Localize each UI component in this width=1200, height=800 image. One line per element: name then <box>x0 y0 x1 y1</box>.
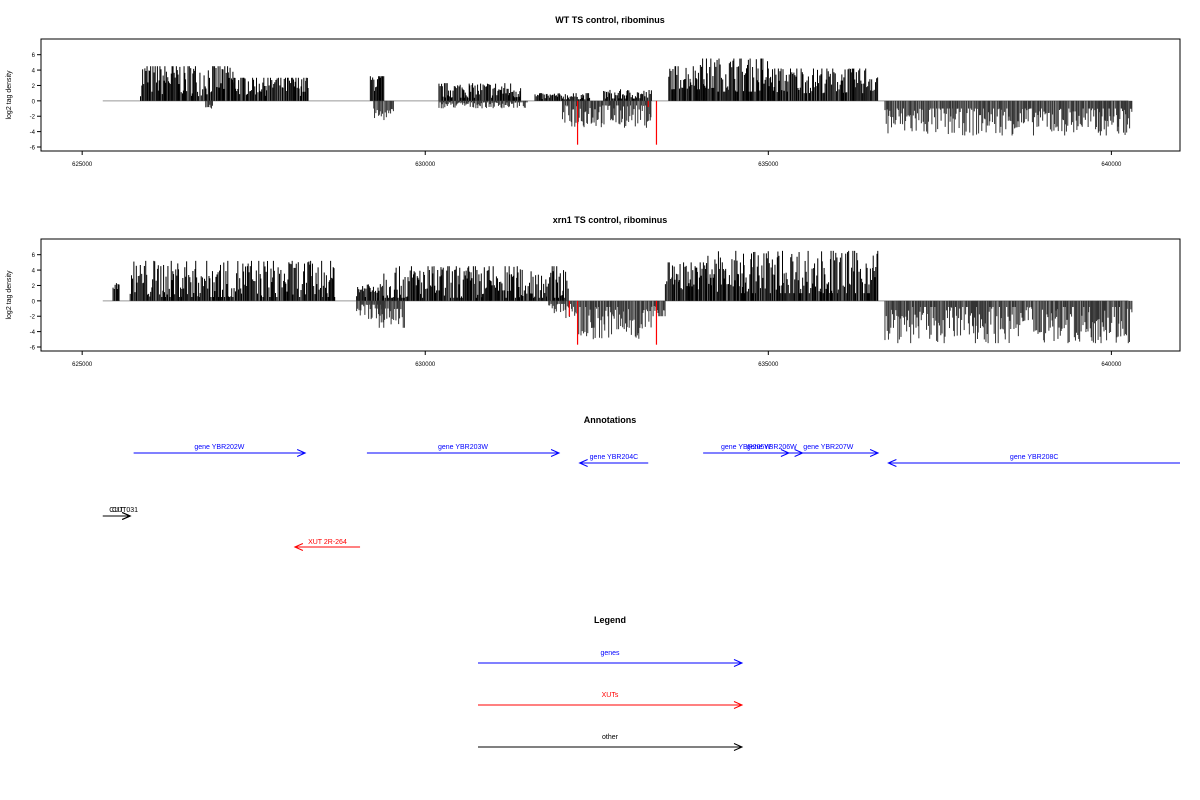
x-axis: 625000 630000 635000 640000 <box>72 151 1122 168</box>
annotation-arrows: gene YBR202W gene YBR203W gene YBR204C gene… <box>102 444 1180 551</box>
y-tick-label: 6 <box>32 53 36 59</box>
gene-arrow: gene YBR202W <box>133 444 307 457</box>
y-tick-label: -6 <box>30 346 36 352</box>
legend-label: XUTs <box>602 692 619 699</box>
x-tick-label: 635000 <box>758 162 779 168</box>
gene-arrow: gene YBR208C <box>887 454 1180 467</box>
gene-arrow: gene YBR207W <box>778 444 880 457</box>
legend-items: genes XUTs other <box>478 650 744 751</box>
gene-label: gene YBR202W <box>194 444 244 451</box>
y-tick-label: 2 <box>32 84 36 90</box>
x-tick-label: 630000 <box>415 362 436 368</box>
gene-label: gene YBR204C <box>590 454 639 461</box>
gene-label: gene YBR208C <box>1010 454 1059 461</box>
legend-label: other <box>602 734 619 741</box>
cut-arrow: CUT031 <box>112 507 138 520</box>
y-axis-label: log2 tag density <box>6 270 13 320</box>
y-tick-label: 2 <box>32 284 36 290</box>
gene-label: gene YBR207W <box>803 444 853 451</box>
panel-xrn1: xrn1 TS control, ribominus log2 tag dens… <box>6 215 1181 368</box>
y-tick-label: 4 <box>32 69 36 75</box>
y-tick-label: -4 <box>30 330 36 336</box>
gene-label: gene YBR206W <box>747 444 797 451</box>
panel-wt: WT TS control, ribominus log2 tag densit… <box>6 15 1181 168</box>
legend-item-xut: XUTs <box>478 692 744 709</box>
annotations-title: Annotations <box>584 415 637 425</box>
plot-frame <box>40 38 1181 152</box>
xut-label: XUT 2R-264 <box>308 539 347 546</box>
x-tick-label: 640000 <box>1101 162 1122 168</box>
y-axis: -6 -4 -2 0 2 4 6 <box>30 53 41 152</box>
x-tick-label: 640000 <box>1101 362 1122 368</box>
xut-arrow: XUT 2R-264 <box>293 539 361 551</box>
y-axis-label: log2 tag density <box>6 70 13 120</box>
cut-label: CUT <box>109 507 124 514</box>
gene-arrow: gene YBR203W <box>366 444 561 457</box>
x-tick-label: 630000 <box>415 162 436 168</box>
y-tick-label: -2 <box>30 315 36 321</box>
gene-label: gene YBR203W <box>438 444 488 451</box>
y-tick-label: -2 <box>30 115 36 121</box>
panel-title: xrn1 TS control, ribominus <box>553 215 668 225</box>
y-tick-label: 0 <box>32 99 36 105</box>
y-tick-label: -6 <box>30 146 36 152</box>
legend: Legend genes XUTs other <box>478 615 744 751</box>
cut-label: CUT031 <box>112 507 138 514</box>
y-axis: -6 -4 -2 0 2 4 6 <box>30 253 41 352</box>
legend-title: Legend <box>594 615 626 625</box>
annotations-track: Annotations gene YBR202W gene YBR203Wgene… <box>102 415 1180 551</box>
panel-title: WT TS control, ribominus <box>555 15 665 25</box>
density-bars <box>102 250 1133 345</box>
legend-item-other: other <box>478 734 744 751</box>
x-tick-label: 625000 <box>72 162 93 168</box>
x-tick-label: 635000 <box>758 362 779 368</box>
legend-label: genes <box>600 650 620 657</box>
gene-label: gene YBR205W <box>721 444 771 451</box>
gene-arrow: gene YBR206W <box>740 444 804 457</box>
gene-arrow: gene YBR204C <box>578 454 649 467</box>
density-bars <box>102 58 1133 145</box>
y-tick-label: 6 <box>32 253 36 259</box>
y-tick-label: 4 <box>32 269 36 275</box>
y-tick-label: -4 <box>30 130 36 136</box>
y-tick-label: 0 <box>32 299 36 305</box>
x-axis: 625000 630000 635000 640000 <box>72 351 1122 368</box>
plot-frame <box>40 238 1181 352</box>
x-tick-label: 625000 <box>72 362 93 368</box>
legend-item-gene: genes <box>478 650 744 667</box>
